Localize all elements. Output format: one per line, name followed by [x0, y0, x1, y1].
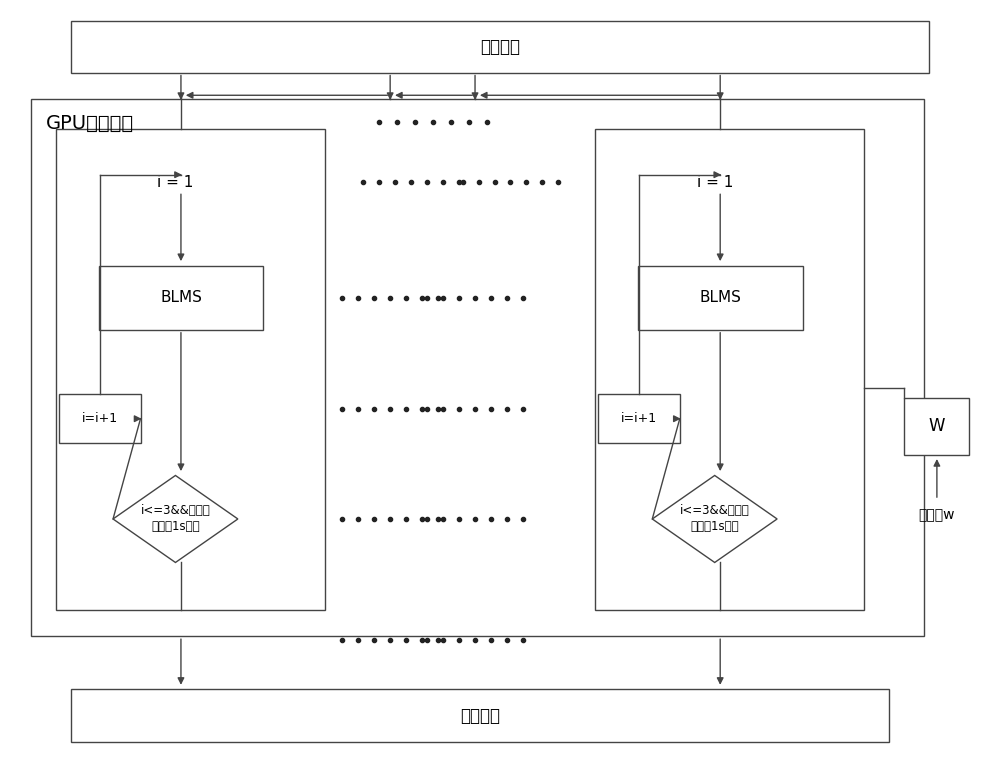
Text: 初始化w: 初始化w	[919, 508, 955, 522]
Text: i = 1: i = 1	[157, 175, 194, 190]
Text: i=i+1: i=i+1	[81, 412, 118, 425]
Text: i<=3&&当前数
据为第1s数据: i<=3&&当前数 据为第1s数据	[141, 505, 210, 534]
Polygon shape	[652, 475, 777, 562]
Bar	[71, 21, 929, 73]
Text: 数据输出: 数据输出	[460, 706, 500, 725]
Text: 分段处理: 分段处理	[480, 38, 520, 56]
Bar	[31, 99, 924, 636]
Polygon shape	[113, 475, 238, 562]
Text: GPU并行处理: GPU并行处理	[46, 114, 134, 133]
Text: BLMS: BLMS	[160, 290, 202, 305]
Bar	[56, 130, 325, 609]
Bar	[595, 130, 864, 609]
Bar	[904, 398, 969, 455]
Bar	[59, 394, 140, 443]
Bar	[71, 689, 889, 742]
Text: W: W	[929, 418, 945, 435]
Text: i = 1: i = 1	[697, 175, 733, 190]
Text: BLMS: BLMS	[699, 290, 741, 305]
Text: i<=3&&当前数
据为第1s数据: i<=3&&当前数 据为第1s数据	[680, 505, 750, 534]
Text: i=i+1: i=i+1	[621, 412, 657, 425]
Bar	[99, 265, 263, 330]
Bar	[598, 394, 680, 443]
Bar	[638, 265, 803, 330]
